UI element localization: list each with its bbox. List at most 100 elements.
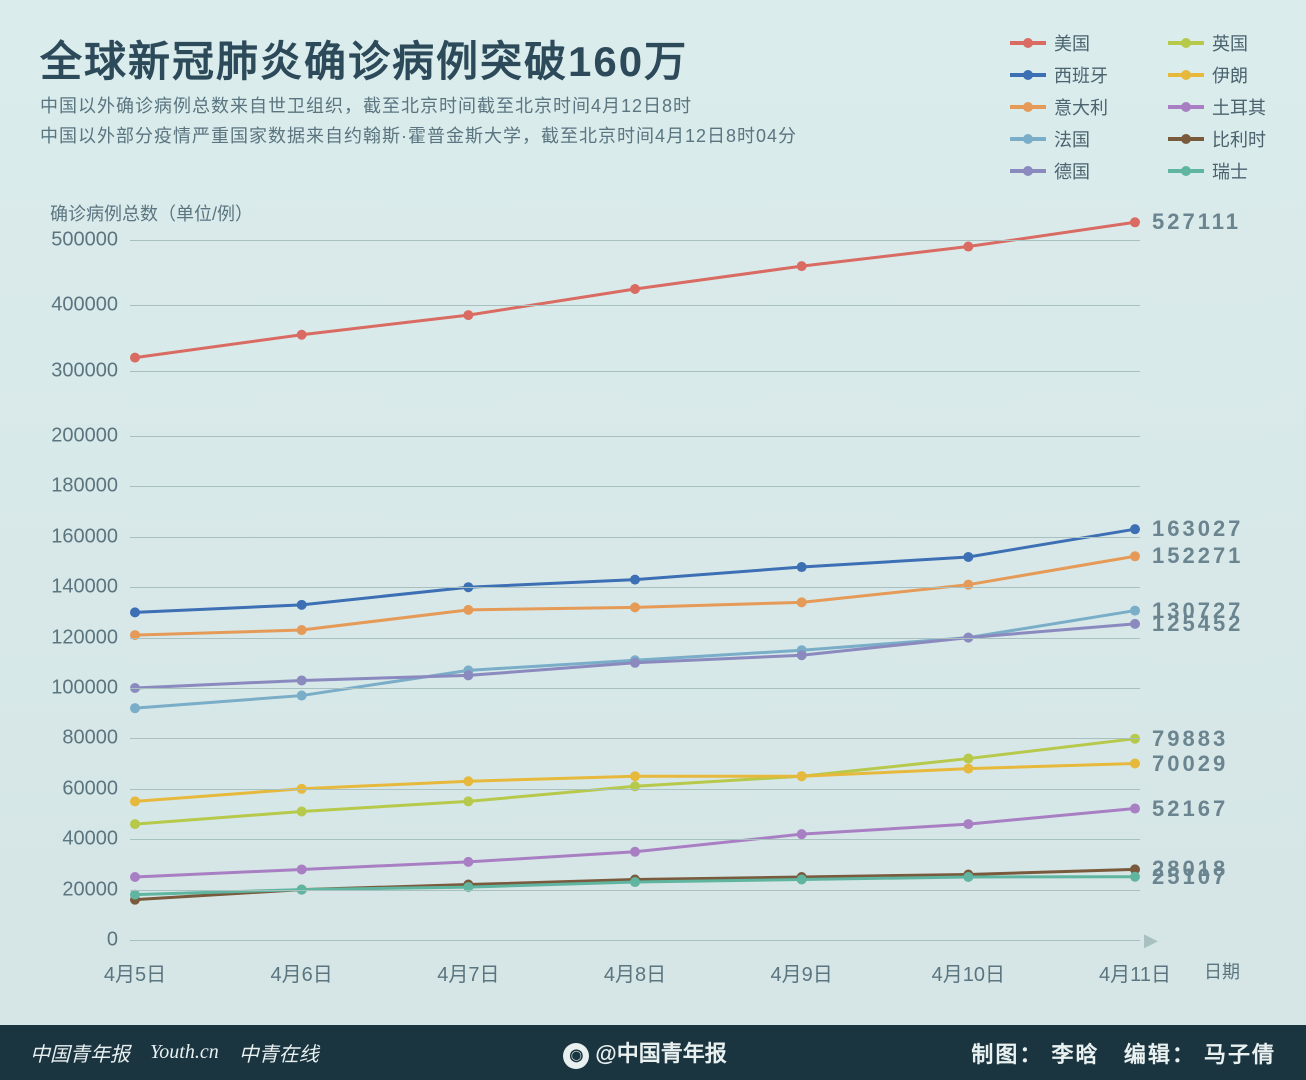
footer-at: @ — [595, 1041, 616, 1066]
page-title: 全球新冠肺炎确诊病例突破160万 — [40, 28, 688, 89]
y-tick-label: 100000 — [51, 677, 118, 700]
legend-label: 英国 — [1212, 30, 1248, 56]
chart-svg — [130, 240, 1140, 940]
y-tick-label: 200000 — [51, 425, 118, 448]
legend-swatch — [1010, 73, 1046, 77]
y-tick-label: 20000 — [62, 878, 118, 901]
gridline — [130, 371, 1140, 372]
series-marker — [1130, 217, 1140, 227]
x-tick-label: 4月6日 — [271, 958, 333, 987]
series-marker — [630, 877, 640, 887]
gridline — [130, 688, 1140, 689]
legend-swatch — [1010, 137, 1046, 141]
series-marker — [130, 872, 140, 882]
gridline — [130, 587, 1140, 588]
legend-swatch — [1168, 105, 1204, 109]
series-end-label: 152271 — [1152, 543, 1243, 569]
series-marker — [463, 776, 473, 786]
legend-item: 比利时 — [1168, 126, 1266, 152]
footer-center: ◉@中国青年报 — [319, 1036, 972, 1068]
legend-item: 瑞士 — [1168, 158, 1266, 184]
series-end-label: 527111 — [1152, 209, 1241, 235]
series-line — [135, 809, 1135, 877]
series-marker — [130, 890, 140, 900]
footer-account: 中国青年报 — [617, 1041, 727, 1066]
series-end-label: 70029 — [1152, 751, 1228, 777]
gridline — [130, 305, 1140, 306]
gridline — [130, 638, 1140, 639]
y-axis-title: 确诊病例总数（单位/例） — [50, 200, 253, 226]
series-marker — [797, 597, 807, 607]
series-marker — [630, 602, 640, 612]
series-marker — [963, 764, 973, 774]
series-marker — [130, 819, 140, 829]
series-marker — [963, 552, 973, 562]
legend-label: 德国 — [1054, 158, 1090, 184]
footer-brand: Youth.cn — [150, 1041, 219, 1064]
y-tick-label: 0 — [107, 929, 118, 952]
series-marker — [297, 691, 307, 701]
series-marker — [1130, 524, 1140, 534]
gridline — [130, 940, 1140, 941]
footer-bar: 中国青年报Youth.cn中青在线 ◉@中国青年报 制图： 李晗 编辑： 马子倩 — [0, 1025, 1306, 1080]
series-end-label: 25107 — [1152, 864, 1228, 890]
legend-label: 美国 — [1054, 30, 1090, 56]
gridline — [130, 537, 1140, 538]
series-marker — [1130, 619, 1140, 629]
legend-label: 比利时 — [1212, 126, 1266, 152]
legend-swatch — [1168, 41, 1204, 45]
x-tick-label: 4月5日 — [104, 958, 166, 987]
subtitle-line-2: 中国以外部分疫情严重国家数据来自约翰斯·霍普金斯大学，截至北京时间4月12日8时… — [40, 122, 797, 148]
series-marker — [297, 600, 307, 610]
y-tick-label: 60000 — [62, 777, 118, 800]
y-tick-label: 120000 — [51, 626, 118, 649]
legend-item: 土耳其 — [1168, 94, 1266, 120]
weibo-icon: ◉ — [563, 1043, 589, 1069]
series-marker — [630, 575, 640, 585]
credit-graphic-name: 李晗 — [1051, 1042, 1099, 1067]
x-axis-title: 日期 — [1204, 958, 1240, 984]
series-marker — [297, 806, 307, 816]
y-tick-label: 400000 — [51, 294, 118, 317]
y-tick-label: 80000 — [62, 727, 118, 750]
series-line — [135, 529, 1135, 612]
series-marker — [963, 242, 973, 252]
series-marker — [1130, 872, 1140, 882]
gridline — [130, 486, 1140, 487]
legend-label: 伊朗 — [1212, 62, 1248, 88]
y-tick-label: 500000 — [51, 229, 118, 252]
series-marker — [1130, 759, 1140, 769]
credit-graphic-label: 制图： — [971, 1042, 1043, 1067]
series-marker — [797, 771, 807, 781]
legend-item: 英国 — [1168, 30, 1266, 56]
series-marker — [297, 330, 307, 340]
series-marker — [630, 771, 640, 781]
legend-item: 意大利 — [1010, 94, 1108, 120]
series-marker — [797, 650, 807, 660]
y-tick-label: 300000 — [51, 359, 118, 382]
subtitle-line-1: 中国以外确诊病例总数来自世卫组织，截至北京时间截至北京时间4月12日8时 — [40, 92, 692, 118]
legend-item: 德国 — [1010, 158, 1108, 184]
gridline — [130, 789, 1140, 790]
legend-item: 美国 — [1010, 30, 1108, 56]
series-end-label: 163027 — [1152, 516, 1243, 542]
series-end-label: 79883 — [1152, 726, 1228, 752]
legend-swatch — [1168, 169, 1204, 173]
series-marker — [130, 796, 140, 806]
gridline — [130, 890, 1140, 891]
legend: 美国英国西班牙伊朗意大利土耳其法国比利时德国瑞士 — [1010, 30, 1266, 184]
series-marker — [463, 670, 473, 680]
series-marker — [297, 625, 307, 635]
series-marker — [797, 829, 807, 839]
series-end-label: 52167 — [1152, 796, 1228, 822]
legend-label: 意大利 — [1054, 94, 1108, 120]
legend-item: 法国 — [1010, 126, 1108, 152]
series-marker — [963, 872, 973, 882]
x-tick-label: 4月10日 — [932, 958, 1005, 987]
series-marker — [963, 819, 973, 829]
series-marker — [797, 875, 807, 885]
series-end-label: 125452 — [1152, 611, 1243, 637]
x-tick-label: 4月8日 — [604, 958, 666, 987]
series-marker — [463, 857, 473, 867]
series-marker — [630, 847, 640, 857]
